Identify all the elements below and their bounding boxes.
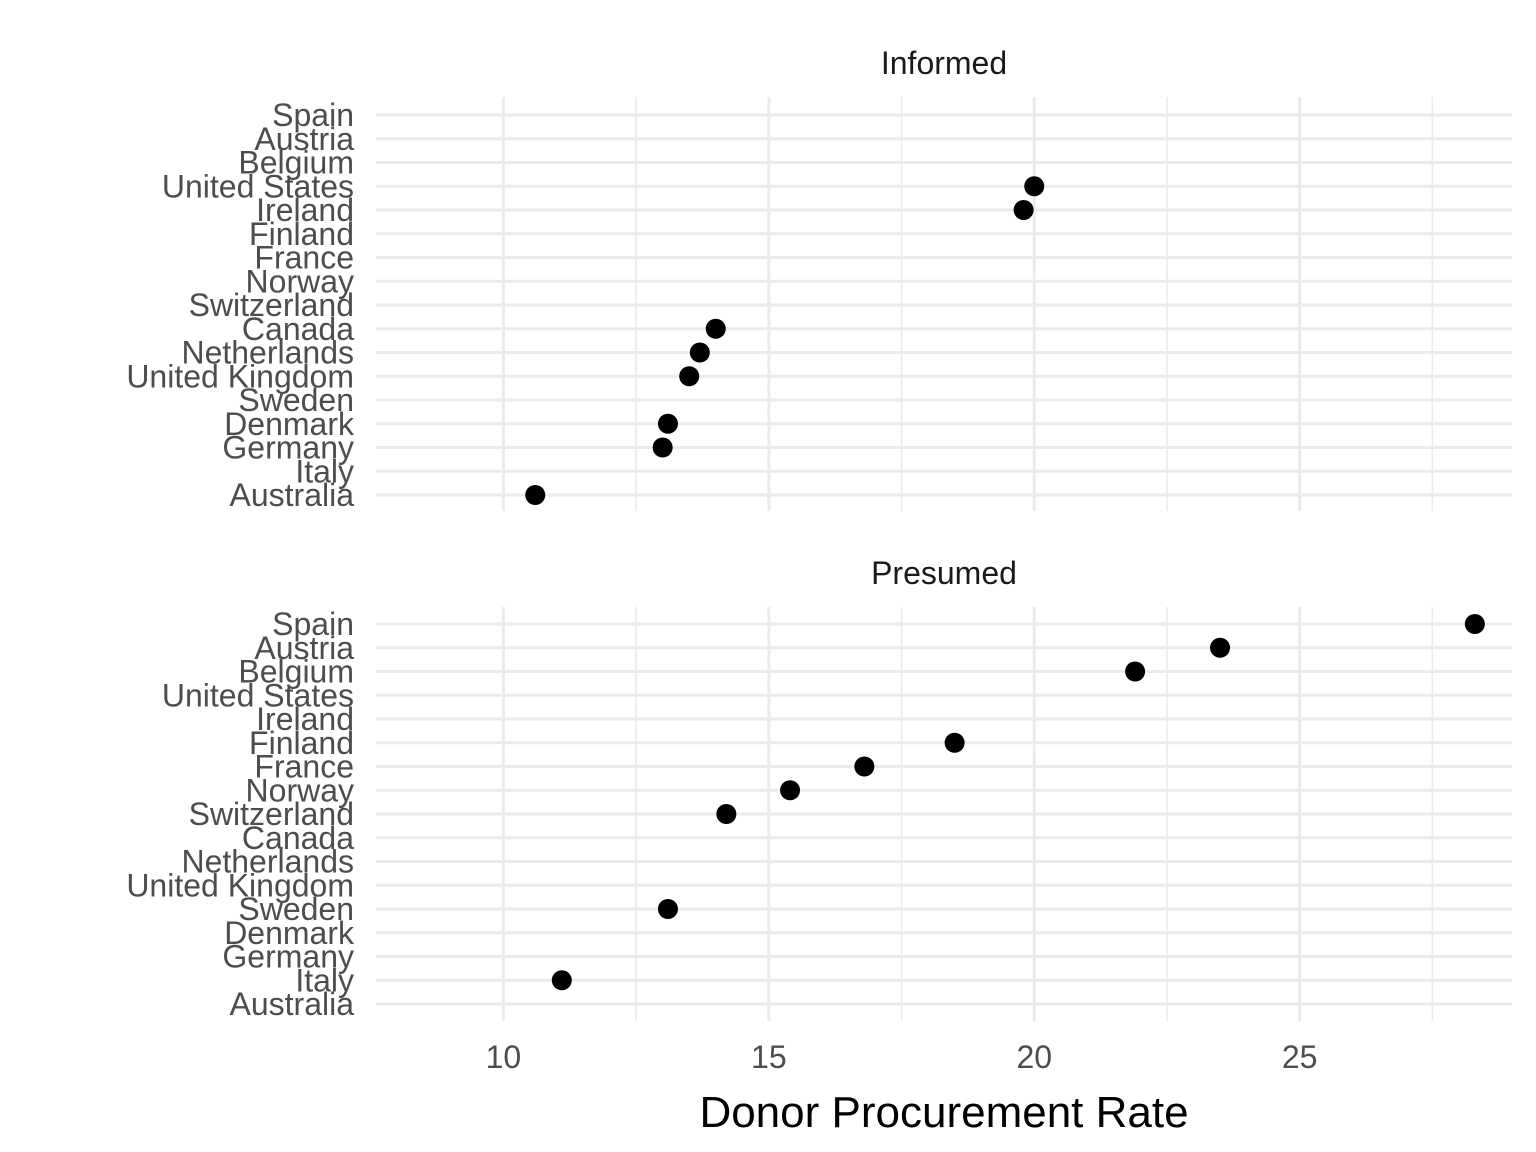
data-point-austria (1210, 637, 1231, 658)
data-point-ireland (1013, 200, 1034, 220)
y-tick-label: France (254, 240, 354, 276)
y-tick-label: Ireland (256, 192, 354, 228)
y-tick-label: Norway (246, 772, 354, 808)
y-tick-label: Spain (272, 606, 354, 642)
y-tick-label: United Kingdom (126, 867, 354, 903)
y-tick-label: Italy (295, 453, 354, 489)
y-tick-label: Norway (246, 263, 354, 299)
y-tick-label: Netherlands (181, 335, 354, 371)
data-point-united-kingdom (679, 366, 700, 387)
y-tick-label: United States (162, 677, 354, 713)
y-tick-label: Austria (254, 121, 354, 157)
facet-strip-label: Presumed (871, 555, 1017, 591)
y-tick-label: Finland (249, 725, 354, 761)
y-tick-label: Italy (295, 962, 354, 998)
y-tick-label: United States (162, 168, 354, 204)
y-tick-label: Sweden (238, 891, 354, 927)
data-point-switzerland (716, 804, 737, 824)
x-tick-label: 10 (486, 1039, 522, 1075)
x-axis: 10 15 20 25 (486, 1039, 1318, 1075)
data-point-netherlands (689, 342, 710, 363)
x-tick-label: 25 (1282, 1039, 1318, 1075)
y-tick-label: Sweden (238, 382, 354, 418)
data-point-france (854, 756, 875, 777)
data-point-belgium (1125, 661, 1146, 682)
gridlines (376, 607, 1512, 1021)
y-tick-label: Austria (254, 630, 354, 666)
y-tick-label: Germany (222, 939, 354, 975)
y-tick-label: United Kingdom (126, 358, 354, 394)
x-tick-label: 20 (1016, 1039, 1052, 1075)
y-tick-label: Australia (230, 986, 355, 1022)
data-point-finland (944, 732, 965, 753)
y-tick-label: France (254, 749, 354, 785)
y-tick-label: Belgium (238, 145, 354, 181)
y-tick-label: Ireland (256, 701, 354, 737)
y-tick-label: Netherlands (181, 844, 354, 880)
data-point-canada (705, 318, 726, 339)
y-tick-label: Spain (272, 97, 354, 133)
data-point-spain (1464, 614, 1485, 634)
gridlines (376, 97, 1512, 511)
data-points (551, 614, 1485, 991)
data-point-united-states (1024, 176, 1045, 197)
data-point-italy (551, 970, 572, 991)
y-tick-label: Canada (242, 311, 354, 347)
facet-strip-label: Informed (881, 45, 1007, 81)
y-tick-label: Finland (249, 216, 354, 252)
y-tick-label: Switzerland (189, 287, 354, 323)
data-point-sweden (657, 899, 678, 919)
data-point-denmark (657, 413, 678, 434)
data-point-australia (525, 485, 546, 505)
x-tick-label: 15 (751, 1039, 787, 1075)
y-tick-label: Belgium (238, 654, 354, 690)
data-point-germany (652, 437, 673, 458)
y-tick-label: Denmark (224, 406, 355, 442)
y-tick-label: Denmark (224, 915, 355, 951)
data-points (525, 176, 1045, 505)
y-tick-label: Australia (230, 477, 355, 513)
x-axis-title: Donor Procurement Rate (699, 1088, 1188, 1137)
y-tick-label: Germany (222, 430, 354, 466)
y-tick-label: Switzerland (189, 796, 354, 832)
y-tick-label: Canada (242, 820, 354, 856)
data-point-norway (780, 780, 801, 801)
